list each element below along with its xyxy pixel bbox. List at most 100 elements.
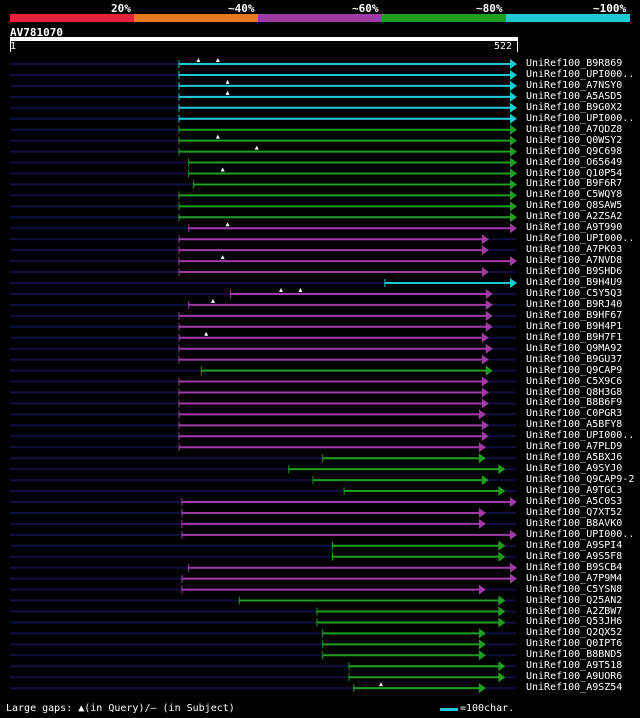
- hit-label[interactable]: UniRef100_A9SYJ0: [526, 463, 623, 475]
- hit-end-arrow: [481, 475, 489, 486]
- hit-label[interactable]: UniRef100_B9SHD6: [526, 266, 623, 278]
- legend-label: 20%: [111, 2, 131, 15]
- hit-label[interactable]: UniRef100_B9SCB4: [526, 561, 623, 573]
- hit-label[interactable]: UniRef100_B9G0X2: [526, 101, 623, 113]
- hit-label[interactable]: UniRef100_A7P9M4: [526, 572, 623, 584]
- hit-end-arrow: [498, 661, 506, 672]
- hit-label[interactable]: UniRef100_Q2QX52: [526, 627, 623, 639]
- hit-end-arrow: [478, 628, 486, 639]
- hit-label[interactable]: UniRef100_A9UOR6: [526, 671, 623, 683]
- hit-end-arrow: [481, 420, 489, 431]
- legend-segment: [258, 14, 382, 22]
- hit-label[interactable]: UniRef100_A7NVD8: [526, 255, 623, 267]
- hit-end-arrow: [481, 398, 489, 409]
- hit-label[interactable]: UniRef100_B9R869: [526, 58, 623, 69]
- hit-end-arrow: [485, 321, 493, 332]
- legend-label: ~100%: [593, 2, 627, 15]
- hit-label[interactable]: UniRef100_A9SZ54: [526, 682, 623, 694]
- hit-label[interactable]: UniRef100_A7PK03: [526, 244, 623, 256]
- hit-label[interactable]: UniRef100_B9H4U9: [526, 277, 623, 288]
- hit-label[interactable]: UniRef100_C5X9C6: [526, 375, 623, 387]
- hit-end-arrow: [510, 529, 517, 540]
- hit-label[interactable]: UniRef100_Q0WSY2: [526, 134, 623, 146]
- hit-label[interactable]: UniRef100_A9T990: [526, 222, 623, 234]
- hit-label[interactable]: UniRef100_A5ASD5: [526, 90, 623, 102]
- hit-label[interactable]: UniRef100_O65649: [526, 156, 623, 168]
- hit-label[interactable]: UniRef100_A7PLD9: [526, 441, 623, 453]
- hit-label[interactable]: UniRef100_Q53JH6: [526, 616, 623, 628]
- hit-label[interactable]: UniRef100_B9F6R7: [526, 178, 623, 190]
- hit-end-arrow: [510, 223, 517, 234]
- hit-label[interactable]: UniRef100_UPI000..: [526, 68, 635, 80]
- legend-label: ~40%: [228, 2, 255, 15]
- hit-label[interactable]: UniRef100_C5Y5Q3: [526, 287, 623, 299]
- hit-end-arrow: [510, 562, 517, 573]
- hit-end-arrow: [485, 365, 493, 376]
- hit-label[interactable]: UniRef100_UPI000..: [526, 233, 635, 245]
- hit-label[interactable]: UniRef100_Q9C698: [526, 145, 623, 157]
- query-ruler: [10, 37, 518, 41]
- legend-segment: [506, 14, 630, 22]
- hit-end-arrow: [510, 179, 517, 190]
- hit-label[interactable]: UniRef100_Q7XT52: [526, 506, 623, 518]
- hit-label[interactable]: UniRef100_A9SPI4: [526, 539, 623, 551]
- hit-label[interactable]: UniRef100_C5WQY8: [526, 189, 623, 201]
- hit-label[interactable]: UniRef100_B9HF67: [526, 309, 623, 321]
- hit-end-arrow: [510, 69, 517, 80]
- hit-label[interactable]: UniRef100_B9GU37: [526, 353, 623, 365]
- hit-end-arrow: [478, 442, 486, 453]
- hit-end-arrow: [485, 343, 493, 354]
- query-gap-marker: [278, 287, 283, 292]
- ruler-start-label: 1: [10, 41, 17, 52]
- hit-label[interactable]: UniRef100_C0PGR3: [526, 408, 623, 420]
- hit-label[interactable]: UniRef100_B8BND5: [526, 649, 623, 661]
- hit-end-arrow: [498, 540, 506, 551]
- hit-label[interactable]: UniRef100_Q10P54: [526, 167, 623, 179]
- gap-legend-text: Large gaps: ▲(in Query)/– (in Subject): [6, 703, 235, 714]
- query-gap-marker: [225, 222, 230, 227]
- hit-end-arrow: [498, 486, 506, 497]
- hit-label[interactable]: UniRef100_Q9CAP9-2: [526, 474, 635, 486]
- hit-label[interactable]: UniRef100_C5YSN8: [526, 583, 623, 595]
- hit-label[interactable]: UniRef100_A9TGC3: [526, 485, 623, 497]
- hit-label[interactable]: UniRef100_Q25AN2: [526, 594, 623, 606]
- hit-end-arrow: [478, 650, 486, 661]
- hit-label[interactable]: UniRef100_Q8H3G8: [526, 386, 623, 398]
- hit-label[interactable]: UniRef100_B9RJ40: [526, 298, 623, 310]
- query-name: AV781070: [10, 26, 63, 39]
- hit-end-arrow: [510, 278, 517, 288]
- hit-label[interactable]: UniRef100_B8AVK0: [526, 517, 623, 529]
- hit-label[interactable]: UniRef100_A7NSY0: [526, 79, 623, 91]
- legend-segment: [382, 14, 506, 22]
- hit-label[interactable]: UniRef100_B9H4P1: [526, 320, 623, 332]
- hit-label[interactable]: UniRef100_A2ZBW7: [526, 605, 623, 617]
- hit-label[interactable]: UniRef100_A5BFY8: [526, 419, 623, 431]
- query-gap-marker: [254, 145, 259, 150]
- identity-legend-bar: 20% ~40% ~60% ~80% ~100%: [10, 2, 630, 22]
- hit-label[interactable]: UniRef100_UPI000..: [526, 112, 635, 124]
- hit-label[interactable]: UniRef100_Q9MA92: [526, 342, 623, 354]
- hit-label[interactable]: UniRef100_Q8SAW5: [526, 200, 623, 212]
- hit-label[interactable]: UniRef100_A5BXJ6: [526, 452, 623, 464]
- hit-label[interactable]: UniRef100_UPI000..: [526, 528, 635, 540]
- legend-label: ~60%: [352, 2, 379, 15]
- hit-end-arrow: [510, 201, 517, 212]
- hit-end-arrow: [510, 113, 517, 124]
- hit-label[interactable]: UniRef100_Q0IPT6: [526, 638, 623, 650]
- hit-label[interactable]: UniRef100_A9S5F8: [526, 550, 623, 562]
- hit-label[interactable]: UniRef100_A5C0S3: [526, 496, 623, 507]
- hit-label[interactable]: UniRef100_A7QDZ8: [526, 123, 623, 135]
- hit-label[interactable]: UniRef100_A2ZSA2: [526, 211, 623, 223]
- hit-end-arrow: [478, 507, 486, 518]
- legend-segment: [10, 14, 134, 22]
- hit-label[interactable]: UniRef100_Q9CAP9: [526, 364, 623, 376]
- hit-end-arrow: [510, 59, 517, 69]
- hit-end-arrow: [510, 497, 517, 507]
- hit-label[interactable]: UniRef100_B9H7F1: [526, 331, 623, 343]
- hit-label[interactable]: UniRef100_A9T518: [526, 660, 623, 672]
- hit-label[interactable]: UniRef100_UPI000..: [526, 430, 635, 442]
- query-gap-marker: [379, 682, 384, 687]
- hit-label[interactable]: UniRef100_B8B6F9: [526, 397, 623, 409]
- query-gap-marker: [204, 331, 209, 336]
